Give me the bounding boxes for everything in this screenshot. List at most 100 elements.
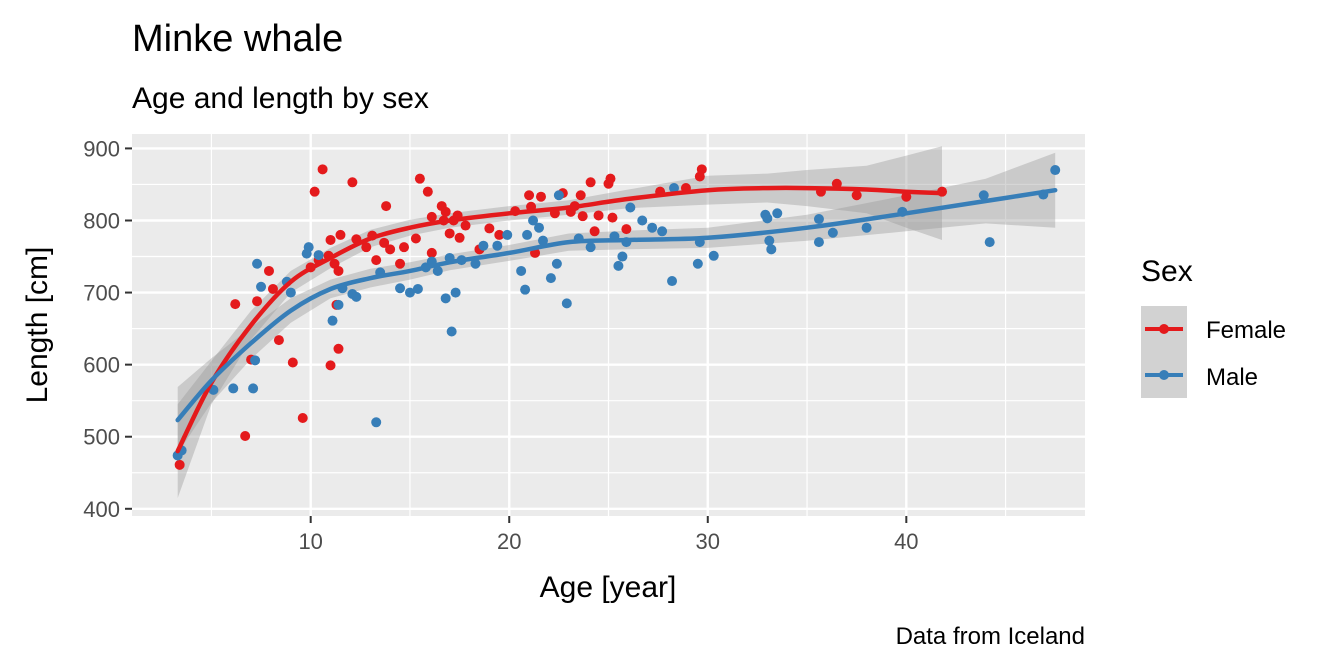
data-point-male — [395, 283, 406, 294]
smooth-line-male — [175, 187, 1058, 423]
data-point-female — [287, 357, 298, 368]
data-point-female — [831, 178, 842, 189]
data-point-female — [577, 211, 588, 222]
legend-key-male — [1141, 352, 1187, 398]
data-point-male — [522, 229, 533, 240]
x-axis: 10 20 30 40 — [298, 516, 919, 554]
data-point-female — [494, 229, 505, 240]
x-tick-label: 10 — [298, 529, 322, 554]
data-point-male — [1050, 165, 1061, 176]
data-point-male — [553, 190, 564, 201]
data-point-female — [621, 224, 632, 235]
x-tick-label: 30 — [696, 529, 720, 554]
data-point-male — [470, 258, 481, 269]
data-point-female — [240, 430, 251, 441]
data-point-female — [444, 228, 455, 239]
data-point-male — [984, 237, 995, 248]
y-axis: 400 500 600 700 800 900 — [83, 136, 132, 522]
data-point-male — [827, 227, 838, 238]
data-point-male — [492, 240, 503, 251]
data-point-male — [861, 222, 872, 233]
data-point-male — [764, 235, 775, 246]
data-point-male — [285, 287, 296, 298]
data-point-female — [317, 164, 328, 175]
legend-title: Sex — [1141, 255, 1193, 288]
data-point-male — [303, 242, 314, 253]
y-tick-label: 700 — [83, 281, 120, 306]
data-point-female — [399, 242, 410, 253]
data-points — [172, 164, 1061, 470]
y-tick-label: 900 — [83, 136, 120, 161]
data-point-male — [478, 240, 489, 251]
data-point-male — [327, 315, 338, 326]
legend: Sex Female Male — [1141, 255, 1286, 398]
data-point-female — [410, 233, 421, 244]
chart-caption: Data from Iceland — [896, 623, 1085, 650]
data-point-female — [524, 190, 535, 201]
data-point-male — [772, 208, 783, 219]
data-point-female — [379, 237, 390, 248]
data-point-male — [371, 417, 382, 428]
data-point-female — [605, 173, 616, 184]
data-point-male — [256, 281, 267, 292]
data-point-male — [585, 242, 596, 253]
data-point-male — [412, 283, 423, 294]
data-point-female — [426, 211, 437, 222]
data-point-female — [309, 186, 320, 197]
data-point-male — [440, 293, 451, 304]
data-point-female — [901, 191, 912, 202]
data-point-male — [545, 273, 556, 284]
confidence-ribbon-male — [177, 152, 1056, 454]
data-point-male — [766, 244, 777, 255]
legend-key-female — [1141, 306, 1187, 352]
data-point-male — [978, 190, 989, 201]
data-point-female — [174, 459, 185, 470]
data-point-male — [762, 213, 773, 224]
x-tick-label: 40 — [894, 529, 918, 554]
data-point-male — [669, 183, 680, 194]
y-tick-label: 500 — [83, 425, 120, 450]
data-point-female — [395, 258, 406, 269]
legend-label-male: Male — [1206, 364, 1258, 391]
data-point-female — [335, 229, 346, 240]
data-point-female — [325, 234, 336, 245]
data-point-female — [484, 223, 495, 234]
data-point-female — [426, 247, 437, 258]
data-point-female — [851, 190, 862, 201]
data-point-male — [228, 383, 239, 394]
data-point-male — [248, 383, 259, 394]
legend-point-female — [1159, 324, 1169, 334]
data-point-male — [647, 222, 658, 233]
y-tick-label: 600 — [83, 353, 120, 378]
data-point-female — [593, 210, 604, 221]
data-point-female — [575, 190, 586, 201]
data-point-male — [617, 251, 628, 262]
data-point-male — [313, 250, 324, 261]
x-axis-title: Age [year] — [540, 571, 677, 604]
data-point-male — [520, 284, 531, 295]
data-point-male — [561, 298, 572, 309]
data-point-male — [613, 260, 624, 271]
y-tick-label: 800 — [83, 208, 120, 233]
data-point-male — [551, 258, 562, 269]
data-point-female — [297, 412, 308, 423]
data-point-male — [637, 215, 648, 226]
data-point-male — [625, 202, 636, 213]
data-point-female — [535, 191, 546, 202]
smooth-lines — [175, 185, 1058, 454]
data-point-male — [333, 299, 344, 310]
data-point-male — [528, 215, 539, 226]
data-point-female — [385, 244, 396, 255]
x-tick-label: 20 — [497, 529, 521, 554]
data-point-male — [250, 355, 261, 366]
data-point-male — [502, 229, 513, 240]
data-point-female — [454, 232, 465, 243]
data-point-female — [347, 177, 358, 188]
data-point-female — [696, 164, 707, 175]
data-point-female — [325, 360, 336, 371]
data-point-male — [537, 235, 548, 246]
data-point-male — [813, 237, 824, 248]
data-point-male — [667, 276, 678, 287]
data-point-female — [263, 265, 274, 276]
